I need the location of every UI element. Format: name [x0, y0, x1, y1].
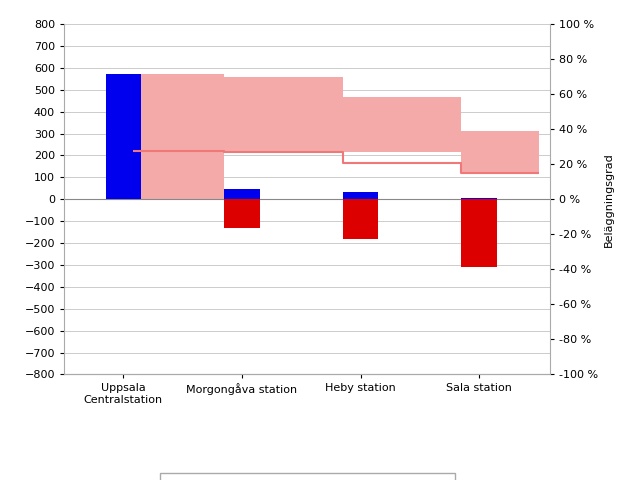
Bar — [106, 74, 141, 199]
Bar — [224, 189, 260, 199]
Bar — [224, 199, 260, 228]
Bar — [343, 199, 378, 239]
Bar — [461, 199, 497, 267]
Legend: Beläggningsgrad, Beläggning, Påstigande per dygn, Avstigande per dygn: Beläggningsgrad, Beläggning, Påstigande … — [160, 472, 454, 480]
Bar — [461, 198, 497, 199]
Bar — [343, 192, 378, 199]
Y-axis label: Beläggningsgrad: Beläggningsgrad — [604, 152, 614, 247]
